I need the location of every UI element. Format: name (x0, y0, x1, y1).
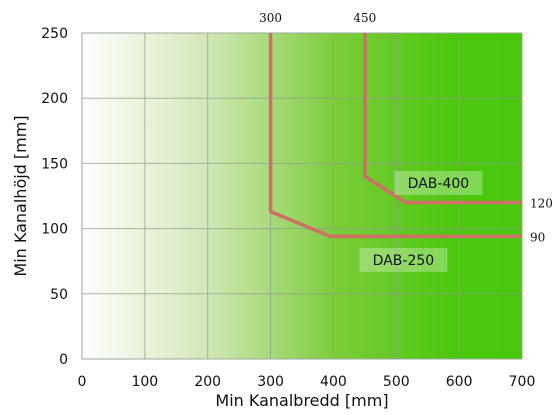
plot-area (81, 32, 523, 360)
x-axis-title: Min Kanalbredd [mm] (215, 391, 388, 410)
region-labels: DAB-250 DAB-400 (359, 170, 483, 272)
tick-labels: 0 100 200 300 400 500 600 700 0 50 100 150 200 250 (41, 26, 535, 390)
x-tick-label: 100 (131, 374, 158, 390)
x-tick-label: 600 (446, 374, 473, 390)
annotation-label: 300 (259, 11, 282, 25)
series-layer (268, 33, 522, 239)
y-tick-label: 150 (41, 156, 68, 172)
region-label-text: DAB-250 (373, 253, 435, 269)
annotation-label: 120 (530, 197, 553, 211)
region-label-box (359, 247, 448, 272)
series-line-dab-250 (268, 33, 522, 239)
region-label-dab-250: DAB-250 (359, 247, 448, 272)
annotations: 300 450 120 90 (259, 11, 553, 244)
x-tick-label: 0 (78, 374, 87, 390)
region-label-text: DAB-400 (408, 176, 470, 192)
x-tick-label: 700 (509, 374, 536, 390)
x-tick-label: 500 (383, 374, 410, 390)
y-tick-label: 250 (41, 26, 68, 42)
region-label-box (394, 170, 483, 195)
series-line-dab-400 (363, 33, 522, 205)
y-axis-title: Min Kanalhöjd [mm] (11, 115, 30, 276)
region-label-dab-400: DAB-400 (394, 170, 483, 195)
y-tick-label: 200 (41, 91, 68, 107)
annotation-label: 90 (530, 230, 545, 244)
y-tick-label: 100 (41, 222, 68, 238)
x-tick-label: 400 (320, 374, 347, 390)
y-tick-label: 0 (59, 352, 68, 368)
x-tick-label: 300 (257, 374, 284, 390)
y-tick-label: 50 (50, 287, 68, 303)
annotation-label: 450 (353, 11, 376, 25)
x-tick-label: 200 (194, 374, 221, 390)
